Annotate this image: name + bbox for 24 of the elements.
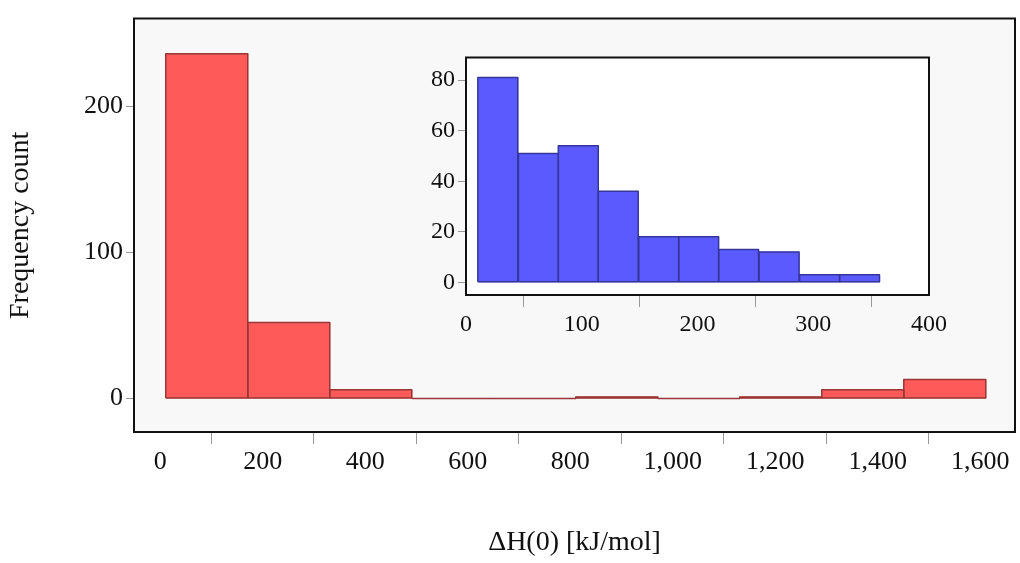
y-tick-label: 100 [84,236,123,266]
x-tick-label: 0 [460,309,472,336]
y-tick-label: 0 [110,382,123,412]
x-tick-label: 1,600 [950,446,1010,476]
x-tick-label: 400 [345,446,385,476]
x-tick-label: 400 [911,309,947,336]
x-tick-label: 200 [679,309,716,336]
y-axis-title: Frequency count [3,131,35,319]
y-tick-label: 60 [431,116,455,142]
x-tick-label: 800 [550,446,590,476]
y-tick-label: 80 [431,65,455,92]
x-tick-label: 1,400 [848,446,907,476]
x-tick-label: 0 [153,446,167,476]
x-tick-label: 1,000 [643,446,702,476]
x-axis-title: ΔH(0) [kJ/mol] [488,524,661,556]
x-tick-label: 100 [563,309,600,336]
x-tick-label: 1,200 [745,446,805,476]
y-tick-label: 40 [431,166,455,193]
x-tick-label: 600 [448,446,488,476]
y-tick-label: 200 [84,90,123,120]
y-tick-label: 0 [443,267,455,294]
x-tick-label: 300 [795,309,832,336]
y-tick-label: 20 [431,217,455,244]
x-tick-label: 200 [243,446,283,476]
